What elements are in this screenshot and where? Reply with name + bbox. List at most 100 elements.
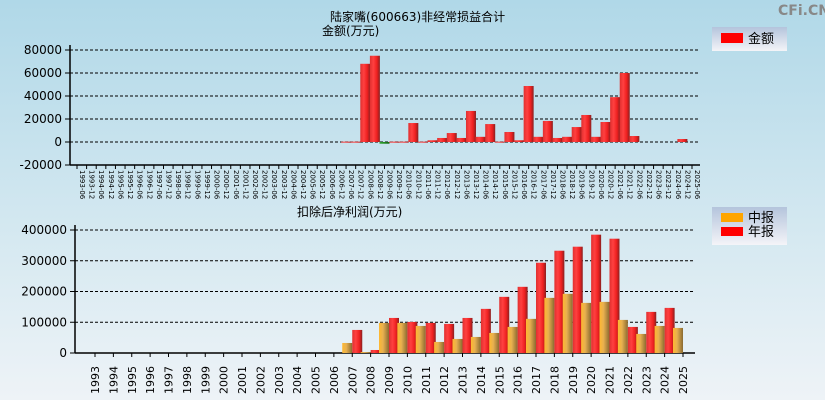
x-tick-label: 1993 bbox=[89, 366, 102, 394]
x-tick-label: 2004-12 bbox=[299, 170, 307, 199]
x-tick-label: 1993-12 bbox=[88, 170, 96, 199]
bar-2010-12 bbox=[408, 123, 419, 142]
x-tick-label: 2024-06 bbox=[674, 170, 682, 200]
bar-annual-2011 bbox=[425, 322, 436, 353]
x-tick-label: 1997-06 bbox=[155, 170, 163, 200]
bar-annual-2024 bbox=[664, 307, 675, 353]
x-tick-label: 2007 bbox=[346, 366, 359, 394]
bar-2013-12 bbox=[465, 110, 476, 142]
x-tick-label: 2003-06 bbox=[270, 170, 278, 200]
x-tick-label: 1997 bbox=[163, 366, 176, 394]
x-tick-label: 2018-12 bbox=[568, 170, 576, 199]
bar-2013-06 bbox=[456, 137, 467, 142]
bar-interim-2007 bbox=[342, 342, 353, 353]
x-tick-label: 2005-12 bbox=[318, 170, 326, 199]
x-tick-label: 2012-06 bbox=[443, 170, 451, 200]
bar-2008-12 bbox=[369, 55, 380, 142]
bar-2017-12 bbox=[542, 120, 553, 142]
x-tick-label: 2005-06 bbox=[309, 170, 317, 200]
x-tick-label: 2006-12 bbox=[337, 170, 345, 199]
x-tick-label: 2007-06 bbox=[347, 170, 355, 200]
bar-annual-2019 bbox=[572, 246, 583, 353]
x-tick-label: 2020-06 bbox=[597, 170, 605, 200]
x-tick-label: 1995-12 bbox=[126, 170, 134, 199]
x-tick-label: 1997-12 bbox=[164, 170, 172, 199]
x-tick-label: 2011-06 bbox=[424, 170, 432, 200]
x-tick-label: 2019-06 bbox=[578, 170, 586, 200]
x-tick-label: 2008 bbox=[365, 366, 378, 394]
x-tick-label: 2017-12 bbox=[549, 170, 557, 199]
bar-2012-06 bbox=[437, 137, 448, 142]
bar-annual-2022 bbox=[627, 326, 638, 353]
y-tick-label: 200000 bbox=[21, 285, 67, 299]
x-tick-label: 2013-06 bbox=[462, 170, 470, 200]
bar-annual-2016 bbox=[517, 286, 528, 353]
x-tick-label: 2011 bbox=[420, 366, 433, 394]
bar-2024-12 bbox=[677, 139, 688, 142]
x-tick-label: 2023 bbox=[640, 366, 653, 394]
bar-interim-2025 bbox=[673, 327, 683, 353]
y-tick-label: 0 bbox=[59, 346, 67, 360]
bar-annual-2021 bbox=[609, 238, 620, 353]
x-tick-label: 2010 bbox=[401, 366, 414, 394]
bar-interim-2012 bbox=[434, 341, 445, 353]
bar-annual-2018 bbox=[554, 250, 565, 353]
bar-2022-06 bbox=[629, 136, 640, 142]
bar-annual-2008 bbox=[370, 349, 381, 353]
bar-2015-12 bbox=[504, 131, 515, 142]
x-tick-label: 2023-12 bbox=[664, 170, 672, 199]
x-tick-label: 1994-06 bbox=[97, 170, 105, 200]
x-tick-label: 2016-06 bbox=[520, 170, 528, 200]
x-tick-label: 2012 bbox=[438, 366, 451, 394]
x-tick-label: 2003 bbox=[273, 366, 286, 394]
x-tick-label: 2000-06 bbox=[213, 170, 221, 200]
x-tick-label: 1993-06 bbox=[78, 170, 86, 200]
bar-interim-2013 bbox=[452, 338, 463, 353]
bar-annual-2015 bbox=[499, 296, 510, 353]
y-tick-label: 40000 bbox=[24, 89, 62, 103]
x-tick-label: 1999-06 bbox=[193, 170, 201, 200]
bar-2012-12 bbox=[446, 133, 457, 142]
bar-2015-06 bbox=[494, 141, 505, 143]
x-tick-label: 1996-12 bbox=[145, 170, 153, 199]
x-tick-label: 2015 bbox=[493, 366, 506, 394]
x-tick-label: 2001-12 bbox=[241, 170, 249, 199]
x-tick-label: 2022 bbox=[622, 366, 635, 394]
x-tick-label: 2004-06 bbox=[289, 170, 297, 200]
bar-interim-2014 bbox=[470, 336, 481, 353]
x-tick-label: 2023-06 bbox=[655, 170, 663, 200]
x-tick-label: 2024-12 bbox=[683, 170, 691, 199]
bar-2019-06 bbox=[571, 127, 582, 142]
x-tick-label: 2009-06 bbox=[386, 170, 394, 200]
x-tick-label: 2024 bbox=[659, 366, 672, 394]
x-tick-label: 2020-12 bbox=[607, 170, 615, 199]
bar-annual-2010 bbox=[407, 321, 418, 353]
chart1-title: 陆家嘴(600663)非经常损益合计 bbox=[330, 9, 505, 24]
x-tick-label: 2014 bbox=[475, 366, 488, 394]
bar-2007-06 bbox=[341, 141, 352, 143]
x-tick-label: 2022-06 bbox=[635, 170, 643, 200]
bar-interim-2024 bbox=[654, 325, 665, 353]
bar-interim-2015 bbox=[489, 332, 500, 353]
bar-2020-06 bbox=[590, 136, 601, 142]
bar-2018-12 bbox=[562, 136, 573, 142]
legend-label-amount: 金额 bbox=[748, 31, 774, 47]
x-tick-label: 2025 bbox=[677, 366, 690, 394]
x-tick-label: 2019-12 bbox=[587, 170, 595, 199]
x-tick-label: 1994 bbox=[107, 366, 120, 394]
bar-annual-2023 bbox=[646, 311, 657, 353]
x-tick-label: 2005 bbox=[310, 366, 323, 394]
bar-2007-12 bbox=[350, 141, 361, 143]
bar-2010-06 bbox=[398, 141, 409, 143]
x-tick-label: 2009 bbox=[383, 366, 396, 394]
bar-annual-2013 bbox=[462, 317, 473, 353]
bar-2021-12 bbox=[619, 73, 630, 142]
x-tick-label: 2001 bbox=[236, 366, 249, 394]
bar-2018-06 bbox=[552, 137, 563, 142]
x-tick-label: 2025-06 bbox=[693, 170, 701, 200]
bar-2016-06 bbox=[514, 140, 525, 142]
x-tick-label: 2016 bbox=[512, 366, 525, 394]
bar-interim-2021 bbox=[599, 301, 610, 353]
bar-2021-06 bbox=[610, 97, 621, 142]
